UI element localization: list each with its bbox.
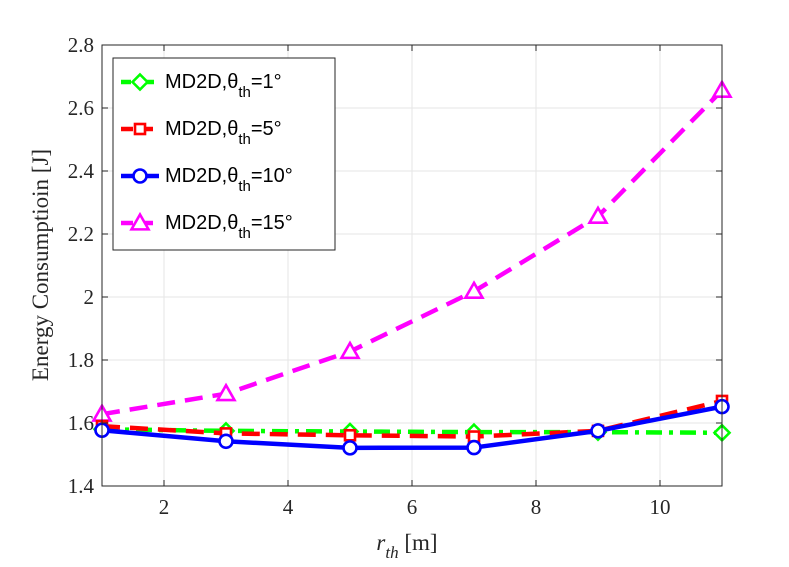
series-line (101, 427, 723, 436)
y-tick-label: 2.6 (68, 96, 94, 120)
y-tick-label: 1.6 (68, 411, 94, 435)
data-point-marker (342, 440, 358, 456)
x-tick-label: 8 (531, 495, 542, 519)
tick-labels: 2 4 6 8 10 1.4 1.6 1.8 2 2.2 2.4 2.6 2.8 (68, 33, 671, 519)
legend-label: MD2D,θth=5° (165, 118, 282, 148)
legend-label-prefix: MD2D,θ (165, 118, 238, 140)
data-point-marker (218, 433, 234, 450)
legend-label-suffix: =15° (251, 212, 293, 234)
axes-frame (101, 44, 723, 487)
legend-marker-swatch (133, 122, 147, 136)
x-axis-label-main: r (376, 530, 386, 555)
series-circle (94, 398, 730, 456)
legend-label-prefix: MD2D,θ (165, 165, 238, 187)
legend-label-suffix: =1° (251, 71, 282, 93)
legend-label: MD2D,θth=15° (165, 212, 293, 242)
legend-label-sub: th (238, 131, 251, 148)
y-tick-label: 1.4 (68, 474, 95, 498)
x-axis-label-sub: th (385, 543, 398, 562)
legend-label: MD2D,θth=1° (165, 71, 282, 101)
legend-item: MD2D,θth=15° (121, 211, 293, 242)
data-point-marker (587, 205, 609, 225)
series-line (101, 404, 723, 451)
legend: MD2D,θth=1°MD2D,θth=5°MD2D,θth=10°MD2D,θ… (112, 57, 336, 251)
legend-item: MD2D,θth=10° (121, 165, 293, 195)
x-tick-label: 4 (283, 495, 294, 519)
legend-marker-swatch (129, 211, 151, 231)
series-triangle (91, 79, 733, 422)
legend-label-suffix: =10° (251, 165, 293, 187)
data-point-marker (215, 382, 237, 402)
x-axis-label: rth [m] (376, 530, 437, 562)
data-point-marker (339, 340, 361, 360)
x-tick-label: 10 (650, 495, 671, 519)
x-axis-label-unit: [m] (399, 530, 438, 555)
legend-box (112, 57, 336, 251)
legend-label: MD2D,θth=10° (165, 165, 293, 195)
y-tick-label: 2.4 (68, 159, 95, 183)
y-axis-label: Energy Consumptioin [J] (28, 149, 53, 381)
legend-marker-swatch (130, 72, 150, 92)
data-point-marker (590, 423, 606, 439)
series-layer (91, 79, 733, 456)
legend-item: MD2D,θth=5° (121, 118, 282, 148)
legend-label-suffix: =5° (251, 118, 282, 140)
legend-marker-swatch (132, 168, 148, 184)
y-tick-label: 1.8 (68, 348, 94, 372)
series-line (101, 88, 724, 417)
y-tick-label: 2.8 (68, 33, 94, 57)
x-tick-label: 2 (159, 495, 170, 519)
data-point-marker (343, 428, 357, 442)
y-tick-label: 2.2 (68, 222, 94, 246)
data-point-marker (466, 439, 482, 456)
legend-label-sub: th (238, 225, 251, 242)
legend-label-sub: th (238, 178, 251, 195)
legend-item: MD2D,θth=1° (121, 71, 282, 101)
x-tick-label: 6 (407, 495, 418, 519)
legend-label-sub: th (238, 84, 251, 101)
data-point-marker (463, 280, 485, 300)
y-tick-label: 2 (84, 285, 95, 309)
legend-label-prefix: MD2D,θ (165, 212, 238, 234)
legend-label-prefix: MD2D,θ (165, 71, 238, 93)
